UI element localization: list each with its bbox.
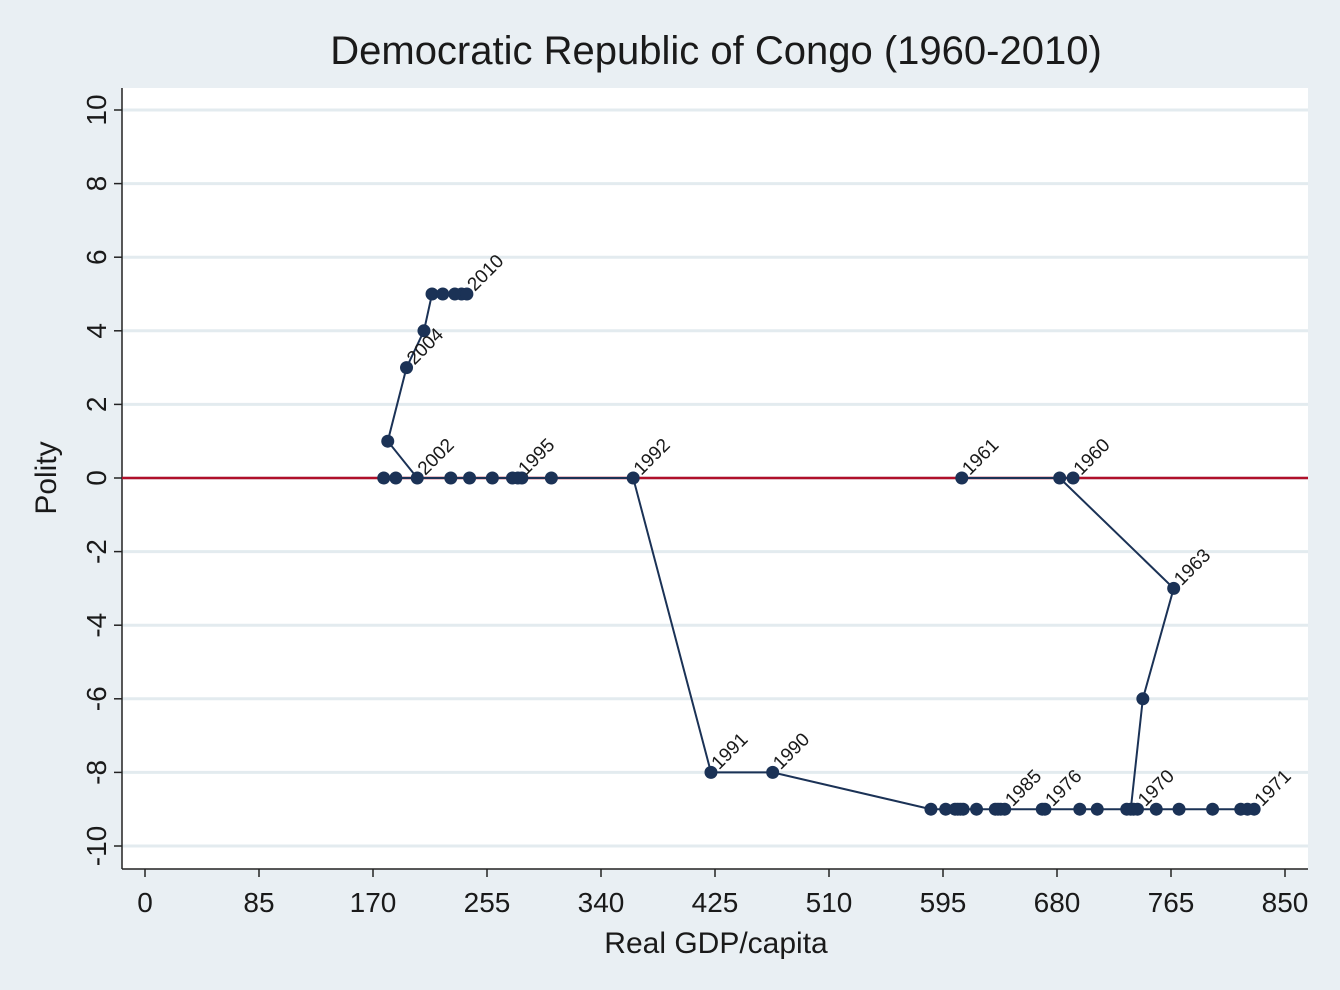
- data-point: [444, 471, 458, 485]
- data-point: [1130, 802, 1144, 816]
- y-axis-label: Polity: [30, 441, 63, 514]
- data-point: [1136, 692, 1150, 706]
- x-tick-label: 255: [464, 887, 511, 918]
- data-point: [381, 434, 395, 448]
- y-tick-label: -8: [81, 760, 112, 785]
- data-point: [460, 287, 474, 301]
- data-point: [998, 802, 1012, 816]
- data-point: [485, 471, 499, 485]
- x-tick-label: 0: [137, 887, 153, 918]
- y-tick-label: 8: [81, 176, 112, 192]
- y-tick-label: -10: [81, 826, 112, 866]
- axes: -10 -8 -6 -4 -2 0 2 4 6 8 10 0 85 170 255 340 425 510 595 6…: [81, 88, 1308, 918]
- y-tick-label: -6: [81, 686, 112, 711]
- data-point: [505, 471, 519, 485]
- x-tick-label: 85: [243, 887, 274, 918]
- data-point: [1035, 802, 1049, 816]
- x-tick-label: 680: [1034, 887, 1081, 918]
- data-point: [1149, 802, 1163, 816]
- data-point: [970, 802, 984, 816]
- y-tick-label: 2: [81, 397, 112, 413]
- data-point: [544, 471, 558, 485]
- y-tick-label: 0: [81, 470, 112, 486]
- y-tick-label: 4: [81, 323, 112, 339]
- data-points: [377, 287, 1261, 816]
- data-point: [417, 324, 431, 338]
- data-point: [766, 765, 780, 779]
- data-point: [389, 471, 403, 485]
- y-tick-label: -2: [81, 539, 112, 564]
- x-tick-label: 510: [806, 887, 853, 918]
- data-point: [704, 765, 718, 779]
- data-point: [1167, 581, 1181, 595]
- data-point: [626, 471, 640, 485]
- data-point: [1090, 802, 1104, 816]
- data-point: [988, 802, 1002, 816]
- data-point: [1172, 802, 1186, 816]
- chart-title: Democratic Republic of Congo (1960-2010): [330, 29, 1102, 73]
- data-point: [410, 471, 424, 485]
- data-point: [1234, 802, 1248, 816]
- data-point: [436, 287, 450, 301]
- data-point: [400, 361, 414, 375]
- x-tick-label: 425: [692, 887, 739, 918]
- data-point: [939, 802, 953, 816]
- data-point: [948, 802, 962, 816]
- x-tick-label: 595: [920, 887, 967, 918]
- data-point: [377, 471, 391, 485]
- data-point: [425, 287, 439, 301]
- y-tick-label: 6: [81, 249, 112, 265]
- y-tick-label: 10: [81, 94, 112, 125]
- x-tick-label: 850: [1262, 887, 1309, 918]
- data-point: [463, 471, 477, 485]
- x-axis-label: Real GDP/capita: [604, 927, 828, 960]
- x-tick-label: 765: [1148, 887, 1195, 918]
- data-point: [1073, 802, 1087, 816]
- data-point: [1066, 471, 1080, 485]
- x-tick-label: 170: [350, 887, 397, 918]
- data-point: [1206, 802, 1220, 816]
- x-tick-label: 340: [578, 887, 625, 918]
- data-point: [1053, 471, 1067, 485]
- data-point: [955, 471, 969, 485]
- data-point: [924, 802, 938, 816]
- y-tick-label: -4: [81, 613, 112, 638]
